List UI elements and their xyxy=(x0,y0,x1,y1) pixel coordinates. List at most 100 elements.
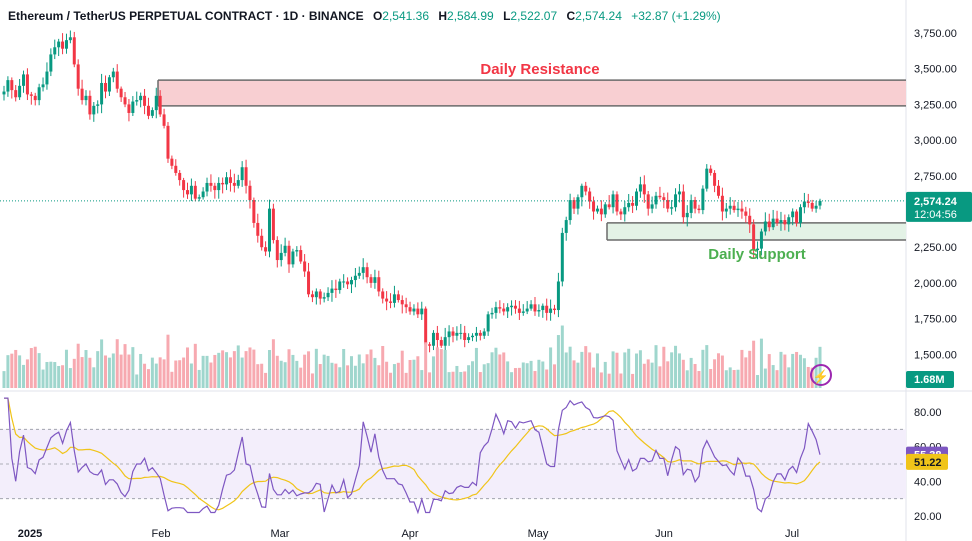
candle-body xyxy=(162,114,166,126)
volume-bar xyxy=(498,354,502,388)
volume-bar xyxy=(677,353,681,388)
price-tick-label: 3,500.00 xyxy=(914,64,957,76)
candle-body xyxy=(22,74,26,86)
volume-bar xyxy=(529,360,533,388)
candle-body xyxy=(228,177,232,183)
volume-bar xyxy=(740,349,744,388)
volume-bar xyxy=(759,338,763,388)
candle-body xyxy=(193,185,197,199)
lightning-bolt-icon[interactable]: ⚡ xyxy=(810,364,832,386)
candle-body xyxy=(392,294,396,303)
volume-bar xyxy=(779,351,783,388)
volume-bar xyxy=(96,351,100,388)
candle-body xyxy=(506,307,510,312)
candle-body xyxy=(529,304,533,309)
volume-bar xyxy=(642,363,646,388)
candle-body xyxy=(92,105,96,115)
candle-body xyxy=(763,221,767,232)
candle-body xyxy=(303,261,307,272)
volume-bar xyxy=(346,365,350,388)
volume-bar xyxy=(353,365,357,388)
candle-body xyxy=(396,294,400,301)
volume-bar xyxy=(6,355,10,388)
price-tick-label: 2,000.00 xyxy=(914,278,957,290)
volume-bar xyxy=(37,353,41,388)
candle-body xyxy=(264,247,268,252)
volume-bar xyxy=(275,355,279,388)
resistance-label: Daily Resistance xyxy=(480,61,599,78)
volume-bar xyxy=(119,354,123,388)
volume-bar xyxy=(213,354,217,388)
candle-body xyxy=(41,84,45,88)
candle-body xyxy=(533,304,537,312)
candle-body xyxy=(400,300,404,305)
candle-body xyxy=(287,245,291,265)
volume-bar xyxy=(10,353,14,388)
volume-bar xyxy=(209,362,213,388)
volume-bar xyxy=(232,351,236,388)
volume-bar xyxy=(513,368,517,388)
candle-body xyxy=(385,298,389,302)
price-badge-value: 2,574.24 xyxy=(914,196,958,208)
candle-body xyxy=(716,185,720,196)
candle-body xyxy=(80,88,84,101)
volume-bar xyxy=(291,354,295,388)
volume-bar xyxy=(369,349,373,388)
candle-body xyxy=(64,40,68,49)
candle-body xyxy=(697,208,701,211)
candle-body xyxy=(451,331,455,336)
candle-body xyxy=(802,201,806,208)
volume-bar xyxy=(186,347,190,388)
volume-bar xyxy=(307,351,311,388)
candle-body xyxy=(68,37,72,41)
rsi-ma-line xyxy=(4,397,821,511)
volume-bar xyxy=(553,364,557,388)
volume-bar xyxy=(556,335,560,388)
candle-body xyxy=(314,291,318,298)
candle-body xyxy=(568,200,572,221)
volume-bar xyxy=(29,348,33,388)
candle-body xyxy=(248,185,252,201)
volume-bar xyxy=(80,357,84,388)
time-tick-label: May xyxy=(528,528,549,540)
candle-body xyxy=(373,277,377,283)
candle-body xyxy=(84,95,88,101)
candle-body xyxy=(795,211,799,223)
candle-body xyxy=(435,332,439,341)
candle-body xyxy=(556,281,560,311)
candle-body xyxy=(225,177,229,185)
volume-bar xyxy=(443,349,447,388)
candle-body xyxy=(428,344,432,346)
candle-body xyxy=(537,310,541,312)
volume-bar xyxy=(428,372,432,388)
volume-bar xyxy=(666,361,670,388)
volume-bar xyxy=(802,358,806,388)
candle-body xyxy=(798,207,802,223)
high-label: H xyxy=(438,9,448,23)
candle-body xyxy=(76,64,80,89)
volume-bar xyxy=(127,354,131,388)
volume-bar xyxy=(716,353,720,388)
candle-body xyxy=(463,332,467,341)
rsi-tick-label: 80.00 xyxy=(914,407,942,419)
volume-bar xyxy=(748,350,752,388)
volume-bar xyxy=(400,350,404,388)
volume-bar xyxy=(178,360,182,388)
volume-bar xyxy=(424,342,428,388)
candle-body xyxy=(96,104,100,106)
candle-body xyxy=(377,277,381,292)
volume-bar xyxy=(623,352,627,388)
candle-body xyxy=(107,77,111,92)
volume-bar xyxy=(674,345,678,388)
candle-body xyxy=(295,250,299,252)
volume-bar xyxy=(549,347,553,388)
volume-bar xyxy=(260,363,264,388)
candle-body xyxy=(244,167,248,186)
candle-body xyxy=(326,292,330,298)
candle-body xyxy=(14,90,18,98)
candle-body xyxy=(119,88,123,98)
price-tick-label: 2,750.00 xyxy=(914,171,957,183)
volume-bar xyxy=(377,365,381,388)
candle-body xyxy=(724,208,728,212)
